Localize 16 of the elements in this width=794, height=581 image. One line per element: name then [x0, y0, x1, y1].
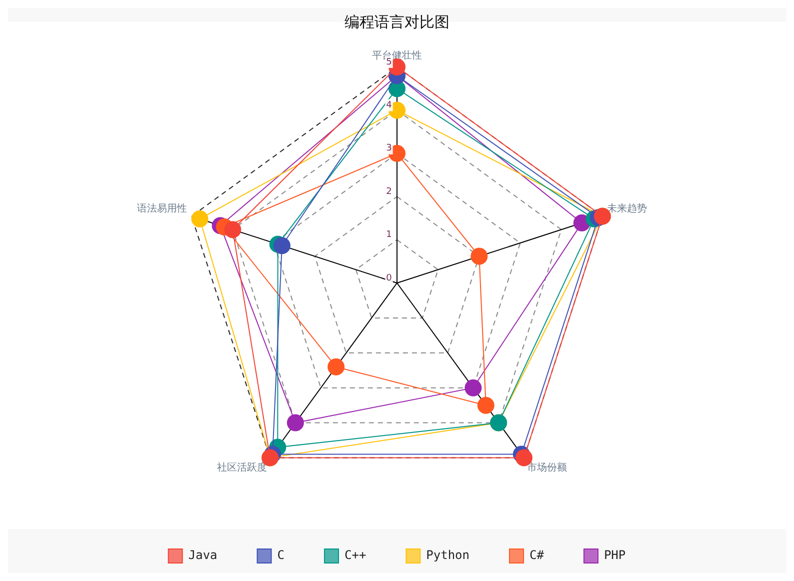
- y-tick-label: 5: [386, 57, 392, 68]
- legend-label: C++: [344, 548, 366, 562]
- spoke-label: 社区活跃度: [217, 461, 268, 474]
- chart-title: 编程语言对比图: [344, 12, 450, 31]
- y-tick-label: 1: [386, 230, 392, 240]
- legend-label: Java: [188, 548, 218, 562]
- legend-label: C#: [530, 548, 545, 562]
- legend-label: PHP: [604, 548, 626, 562]
- legend-label: C: [277, 548, 284, 562]
- y-tick-label: 2: [386, 186, 392, 197]
- y-tick-label: 0: [386, 273, 392, 284]
- spoke-label: 市场份额: [526, 461, 567, 474]
- y-tick-label: 4: [386, 100, 392, 111]
- y-tick-label: 3: [386, 144, 392, 154]
- legend-label: Python: [426, 548, 470, 562]
- spoke-label: 语法易用性: [136, 202, 187, 214]
